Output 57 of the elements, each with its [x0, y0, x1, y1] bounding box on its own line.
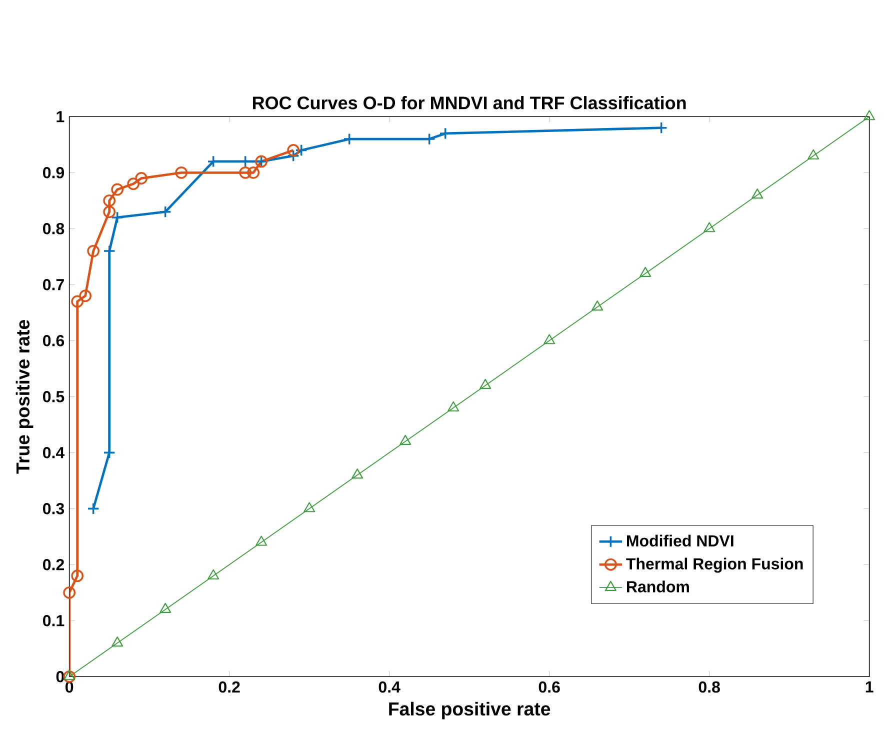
point: [400, 434, 412, 445]
point: [287, 150, 300, 162]
point: [103, 206, 116, 218]
legend-label: Thermal Region Fusion: [626, 558, 803, 573]
x-tick-label: 0.6: [538, 681, 560, 693]
point: [64, 670, 76, 680]
y-tick-label: 0.1: [43, 614, 64, 626]
point: [304, 502, 316, 512]
point: [752, 188, 764, 199]
point: [704, 222, 716, 232]
x-tick-label: 0.8: [698, 681, 720, 693]
point: [111, 183, 124, 196]
point: [239, 166, 252, 179]
point: [79, 290, 92, 302]
legend-label: Random: [627, 580, 689, 592]
x-tick-label: 0.2: [218, 681, 240, 693]
y-tick-label: 0.4: [43, 446, 65, 458]
point: [864, 110, 876, 120]
x-tick-label: 1: [866, 681, 874, 692]
legend-label: Modified NDVI: [627, 534, 734, 547]
x-axis-title: False positive rate: [389, 702, 550, 720]
point: [352, 468, 364, 479]
y-tick-label: 1: [56, 111, 64, 122]
point: [247, 166, 260, 179]
point: [295, 144, 308, 156]
point: [256, 536, 268, 546]
point: [208, 569, 220, 580]
point: [160, 602, 172, 613]
point: [71, 295, 84, 308]
y-tick-label: 0.7: [43, 278, 64, 290]
point: [135, 172, 148, 184]
y-tick-label: 0.9: [43, 166, 64, 178]
point: [544, 334, 556, 344]
point: [87, 244, 100, 258]
point: [87, 502, 100, 515]
point: [808, 149, 820, 160]
y-axis-title: True positive rate: [16, 320, 34, 474]
point: [287, 144, 300, 156]
point: [592, 300, 604, 311]
point: [640, 266, 652, 277]
y-tick-label: 0.8: [43, 222, 64, 234]
point: [63, 586, 76, 599]
point: [448, 401, 460, 412]
y-tick-label: 0.5: [43, 390, 64, 402]
y-tick-label: 0.3: [43, 502, 64, 514]
point: [71, 570, 84, 582]
x-tick-label: 0.4: [378, 681, 400, 693]
y-tick-label: 0.6: [43, 334, 64, 346]
point: [159, 206, 172, 218]
point: [111, 211, 124, 224]
point: [103, 194, 116, 207]
point: [175, 166, 188, 179]
point: [127, 178, 140, 190]
chart-title: ROC Curves O-D for MNDVI and TRF Classification: [253, 96, 686, 110]
y-tick-label: 0.2: [43, 558, 64, 570]
point: [480, 378, 492, 389]
point: [112, 636, 124, 647]
